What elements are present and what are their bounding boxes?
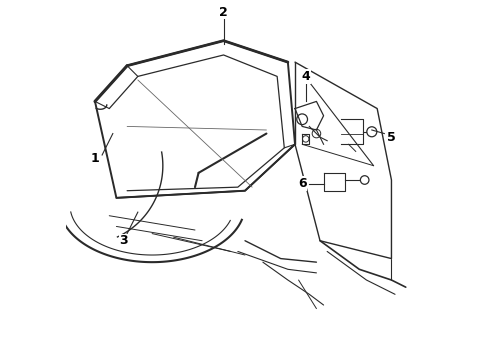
Text: 6: 6 [298, 177, 306, 190]
Text: 4: 4 [301, 70, 310, 83]
Text: 1: 1 [91, 152, 99, 165]
Text: 3: 3 [119, 234, 128, 247]
Text: 2: 2 [219, 6, 228, 19]
Text: 5: 5 [387, 131, 396, 144]
